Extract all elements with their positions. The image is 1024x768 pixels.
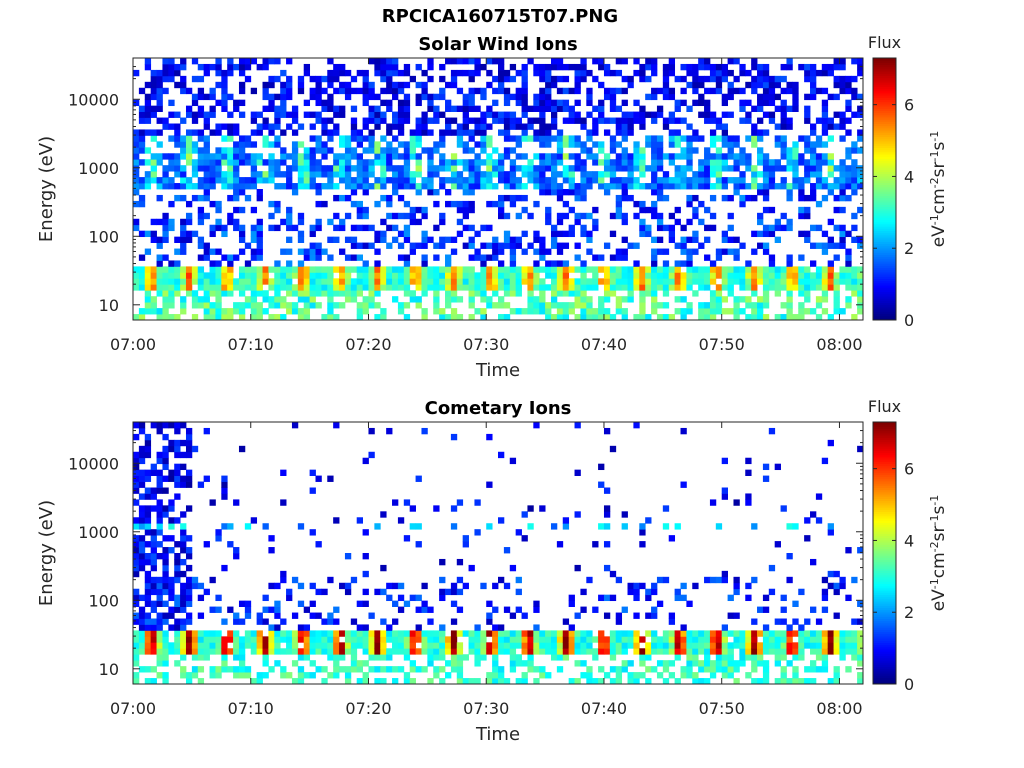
x-axis-label: Time bbox=[475, 360, 520, 381]
colorbar: 0 2 4 6 Flux eV-1cm-2sr-1s-1 bbox=[868, 397, 949, 694]
colorbar-tick-label: 4 bbox=[904, 167, 914, 186]
x-tick-label: 08:00 bbox=[816, 699, 862, 718]
colorbar-unit-label: eV-1cm-2sr-1s-1 bbox=[928, 495, 950, 612]
colorbar-frame bbox=[872, 57, 897, 321]
spectrogram-panel-1: 07:00 07:10 07:20 07:30 07:40 07:50 08:00 10 100… bbox=[36, 33, 949, 381]
y-tick-label: 10 bbox=[99, 296, 119, 315]
y-axis-label: Energy (eV) bbox=[36, 136, 57, 242]
x-tick-label: 07:20 bbox=[345, 699, 391, 718]
colorbar-frame bbox=[872, 421, 897, 685]
x-tick-label: 07:30 bbox=[463, 699, 509, 718]
colorbar-label: Flux bbox=[868, 397, 901, 416]
x-tick-label: 07:50 bbox=[699, 699, 745, 718]
y-tick-label: 100 bbox=[88, 591, 119, 610]
x-tick-label: 08:00 bbox=[816, 335, 862, 354]
x-tick-label: 07:20 bbox=[345, 335, 391, 354]
y-tick-label: 10000 bbox=[68, 90, 119, 109]
y-tick-label: 1000 bbox=[78, 523, 119, 542]
panel-title: Solar Wind Ions bbox=[418, 34, 577, 55]
x-tick-label: 07:10 bbox=[228, 335, 274, 354]
x-tick-label: 07:00 bbox=[110, 335, 156, 354]
y-axis-label: Energy (eV) bbox=[36, 500, 57, 606]
y-tick-label: 100 bbox=[88, 227, 119, 246]
colorbar-tick-label: 6 bbox=[904, 96, 914, 115]
panel-title: Cometary Ions bbox=[425, 398, 572, 419]
x-tick-label: 07:10 bbox=[228, 699, 274, 718]
heatmap-cells bbox=[133, 58, 864, 321]
x-tick-label: 07:40 bbox=[581, 699, 627, 718]
x-tick-label: 07:00 bbox=[110, 699, 156, 718]
heatmap-cells bbox=[133, 422, 864, 685]
colorbar-tick-label: 0 bbox=[904, 311, 914, 330]
plot-frame bbox=[132, 57, 864, 321]
colorbar-tick-label: 2 bbox=[904, 239, 914, 258]
colorbar: 0 2 4 6 Flux eV-1cm-2sr-1s-1 bbox=[868, 33, 949, 330]
figure-title: RPCICA160715T07.PNG bbox=[381, 6, 619, 27]
colorbar-tick-label: 2 bbox=[904, 603, 914, 622]
y-tick-label: 10000 bbox=[68, 454, 119, 473]
colorbar-tick-label: 0 bbox=[904, 675, 914, 694]
x-tick-label: 07:40 bbox=[581, 335, 627, 354]
colorbar-unit-label: eV-1cm-2sr-1s-1 bbox=[928, 131, 950, 248]
y-tick-label: 10 bbox=[99, 660, 119, 679]
x-tick-label: 07:30 bbox=[463, 335, 509, 354]
x-axis-label: Time bbox=[475, 724, 520, 745]
colorbar-label: Flux bbox=[868, 33, 901, 52]
colorbar-tick-label: 6 bbox=[904, 460, 914, 479]
x-tick-label: 07:50 bbox=[699, 335, 745, 354]
spectrogram-panel-2: 07:00 07:10 07:20 07:30 07:40 07:50 08:00 10 100… bbox=[36, 397, 949, 745]
colorbar-tick-label: 4 bbox=[904, 531, 914, 550]
plot-frame bbox=[132, 421, 864, 685]
y-tick-label: 1000 bbox=[78, 159, 119, 178]
